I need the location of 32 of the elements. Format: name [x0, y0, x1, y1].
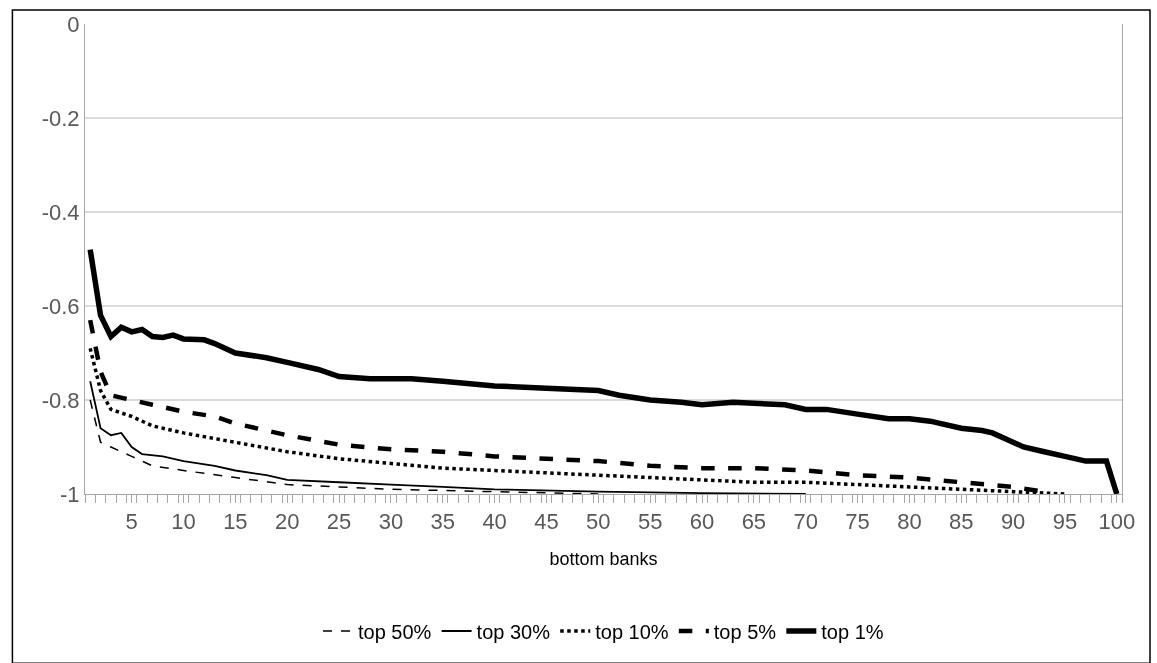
x-tick-label: 90 — [1000, 509, 1026, 535]
y-tick-label: -0.2 — [41, 105, 80, 131]
y-tick-label: -0.6 — [41, 293, 80, 319]
x-tick-label: 40 — [482, 509, 507, 535]
x-tick-label: 60 — [689, 509, 715, 535]
x-tick-label: 95 — [1052, 509, 1078, 535]
x-tick-label: 55 — [637, 509, 663, 535]
x-tick-label: 70 — [793, 509, 818, 535]
x-tick-label: 20 — [274, 509, 300, 535]
y-tick-label: 0 — [67, 11, 80, 37]
legend-label: top 50% — [358, 620, 432, 643]
legend-label: top 30% — [476, 620, 551, 643]
x-tick-label: 30 — [378, 509, 404, 535]
x-tick-label: 100 — [1098, 509, 1136, 535]
x-tick-label: 50 — [586, 509, 611, 535]
x-tick-label: 35 — [430, 509, 456, 535]
x-tick-label: 65 — [741, 509, 767, 535]
x-tick-label: 75 — [845, 509, 870, 535]
x-tick-label: 10 — [171, 509, 196, 535]
x-tick-label: 80 — [897, 509, 922, 535]
y-tick-label: -0.8 — [41, 387, 80, 413]
x-tick-label: 45 — [534, 509, 559, 535]
x-axis-title: bottom banks — [549, 548, 658, 569]
y-tick-label: -1 — [60, 481, 80, 507]
y-tick-label: -0.4 — [41, 199, 80, 225]
x-tick-label: 25 — [326, 509, 352, 535]
x-tick-label: 15 — [223, 509, 248, 535]
legend-label: top 1% — [821, 620, 884, 643]
legend-label: top 10% — [595, 620, 669, 643]
x-tick-label: 5 — [125, 509, 138, 535]
legend-label: top 5% — [713, 620, 777, 643]
x-tick-label: 85 — [949, 509, 974, 535]
